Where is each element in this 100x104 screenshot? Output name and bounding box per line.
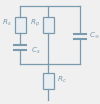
FancyBboxPatch shape [14, 17, 26, 33]
Text: $R_p$: $R_p$ [30, 18, 40, 29]
Text: $R_s$: $R_s$ [2, 18, 12, 28]
FancyBboxPatch shape [42, 73, 54, 89]
Text: $C_\infty$: $C_\infty$ [89, 31, 99, 40]
Text: $R_c$: $R_c$ [57, 75, 67, 85]
Text: $C_s$: $C_s$ [31, 46, 41, 56]
FancyBboxPatch shape [42, 17, 54, 33]
